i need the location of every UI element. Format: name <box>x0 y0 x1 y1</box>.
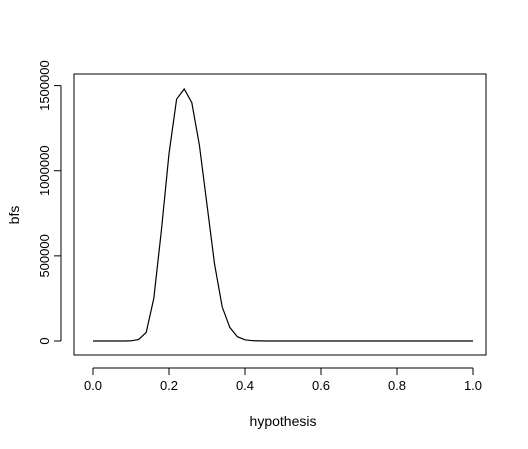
x-tick-label: 0.8 <box>388 378 406 393</box>
y-tick-label: 500000 <box>37 234 52 277</box>
y-tick-label: 1000000 <box>37 145 52 196</box>
y-axis: 0 500000 1000000 1500000 <box>37 60 62 345</box>
x-tick-label: 1.0 <box>464 378 482 393</box>
x-axis-title: hypothesis <box>250 413 317 429</box>
y-tick-label: 1500000 <box>37 60 52 111</box>
plot-frame <box>73 73 487 356</box>
x-tick-label: 0.6 <box>312 378 330 393</box>
x-tick-label: 0.0 <box>84 378 102 393</box>
x-axis: 0.0 0.2 0.4 0.6 0.8 1.0 <box>84 367 482 393</box>
x-tick-label: 0.4 <box>236 378 254 393</box>
y-axis-title: bfs <box>6 206 22 225</box>
x-tick-label: 0.2 <box>160 378 178 393</box>
y-tick-label: 0 <box>37 337 52 344</box>
series-line-bfs <box>93 87 473 342</box>
